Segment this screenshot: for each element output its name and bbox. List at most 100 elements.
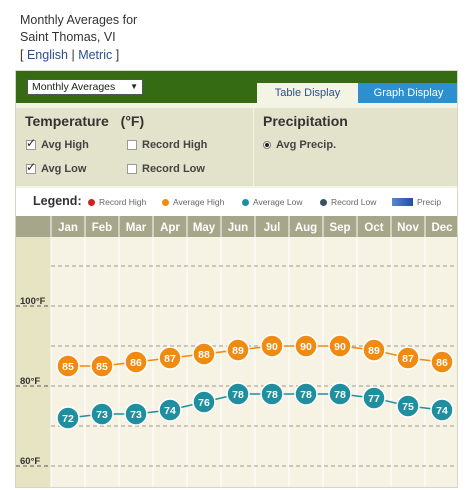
record-high-label: Record High (142, 139, 208, 151)
bracket-close: ] (115, 48, 120, 62)
data-label: 85 (96, 361, 108, 373)
y-axis-column (16, 237, 51, 487)
data-point (260, 334, 284, 358)
precip-swatch-icon (392, 198, 413, 206)
data-point (90, 354, 114, 378)
data-label: 88 (198, 349, 210, 361)
checkbox-unchecked-icon (127, 140, 137, 150)
toolbar: Monthly Averages ▼ Table Display Graph D… (16, 71, 457, 103)
y-tick-label: 80°F (20, 376, 40, 387)
unit-links: [ English | Metric ] (20, 47, 137, 64)
data-label: 74 (164, 405, 176, 417)
data-label: 74 (436, 405, 448, 417)
month-label: Dec (431, 222, 453, 234)
avg-precip-radio[interactable]: Avg Precip. (263, 139, 336, 151)
month-label: Feb (92, 222, 112, 234)
view-select[interactable]: Monthly Averages ▼ (27, 79, 143, 95)
month-label: Jun (228, 222, 248, 234)
data-point (158, 346, 182, 370)
y-tick-label: 100°F (20, 296, 46, 307)
data-label: 89 (232, 345, 244, 357)
legend-record-low-label: Record Low (331, 197, 377, 207)
english-units-link[interactable]: English (26, 48, 68, 62)
legend-precip-label: Precip (417, 197, 442, 207)
legend-record-low: Record Low (320, 197, 376, 207)
month-label: Mar (126, 222, 147, 234)
view-select-value: Monthly Averages (32, 81, 116, 93)
temperature-options: Temperature (°F) Avg High Record High Av… (16, 108, 252, 186)
data-point (56, 406, 80, 430)
page-header: Monthly Averages for Saint Thomas, VI [ … (20, 12, 137, 64)
header-line-1: Monthly Averages for (20, 13, 138, 27)
month-label: Nov (397, 222, 419, 234)
record-low-checkbox[interactable]: Record Low (127, 163, 205, 175)
average-low-dot-icon (242, 198, 249, 206)
precipitation-title: Precipitation (263, 113, 348, 129)
month-label: Oct (364, 222, 383, 234)
avg-low-label: Avg Low (41, 163, 87, 175)
data-label: 78 (300, 389, 312, 401)
tab-graph-display[interactable]: Graph Display (358, 83, 457, 103)
data-point (260, 382, 284, 406)
data-label: 87 (402, 353, 414, 365)
legend: Legend: Record High Average High Average… (16, 188, 457, 217)
data-label: 73 (130, 409, 142, 421)
data-label: 87 (164, 353, 176, 365)
data-point (90, 402, 114, 426)
avg-low-checkbox[interactable]: Avg Low (26, 160, 87, 175)
data-point (192, 342, 216, 366)
data-point (192, 390, 216, 414)
avg-high-label: Avg High (41, 139, 89, 151)
month-label: Jan (58, 222, 78, 234)
avg-high-checkbox[interactable]: Avg High (26, 136, 89, 151)
data-point (328, 334, 352, 358)
legend-record-high: Record High (88, 197, 146, 207)
data-label: 77 (368, 393, 380, 405)
month-label: Apr (160, 222, 180, 234)
data-point (124, 350, 148, 374)
data-point (158, 398, 182, 422)
temperature-chart: 100°F 80°F 60°F Jan Feb Mar Apr May Jun Jul Aug Sep… (16, 216, 457, 487)
month-label: May (193, 222, 216, 234)
data-label: 90 (266, 341, 278, 353)
metric-units-link[interactable]: Metric (78, 48, 113, 62)
radio-selected-icon (263, 141, 271, 149)
data-point (124, 402, 148, 426)
legend-average-high-label: Average High (173, 197, 225, 207)
checkbox-unchecked-icon (127, 164, 137, 174)
precipitation-options: Precipitation Avg Precip. (255, 108, 455, 186)
data-point (430, 350, 454, 374)
unit-separator: | (71, 48, 75, 62)
record-low-label: Record Low (142, 163, 205, 175)
data-point (294, 382, 318, 406)
data-label: 90 (334, 341, 346, 353)
data-label: 90 (300, 341, 312, 353)
month-label: Jul (264, 222, 281, 234)
data-point (328, 382, 352, 406)
record-high-checkbox[interactable]: Record High (127, 139, 207, 151)
options-area: Temperature (°F) Avg High Record High Av… (16, 108, 457, 186)
data-point (430, 398, 454, 422)
tab-table-display[interactable]: Table Display (257, 83, 358, 103)
temperature-title: Temperature (°F) (25, 113, 144, 129)
data-point (362, 338, 386, 362)
record-high-dot-icon (88, 198, 95, 206)
data-label: 72 (62, 413, 74, 425)
data-label: 86 (436, 357, 448, 369)
temperature-unit: (°F) (120, 113, 145, 129)
legend-precip: Precip (392, 197, 441, 207)
data-label: 78 (266, 389, 278, 401)
data-label: 76 (198, 397, 210, 409)
data-label: 85 (62, 361, 74, 373)
legend-average-low: Average Low (242, 197, 302, 207)
data-label: 73 (96, 409, 108, 421)
legend-record-high-label: Record High (99, 197, 147, 207)
data-label: 78 (232, 389, 244, 401)
data-point (226, 338, 250, 362)
bracket-open: [ (20, 48, 24, 62)
checkbox-checked-icon (26, 136, 36, 150)
record-low-dot-icon (320, 198, 327, 206)
month-header-bar (16, 216, 457, 237)
data-point (226, 382, 250, 406)
averages-panel: Monthly Averages ▼ Table Display Graph D… (15, 70, 458, 488)
